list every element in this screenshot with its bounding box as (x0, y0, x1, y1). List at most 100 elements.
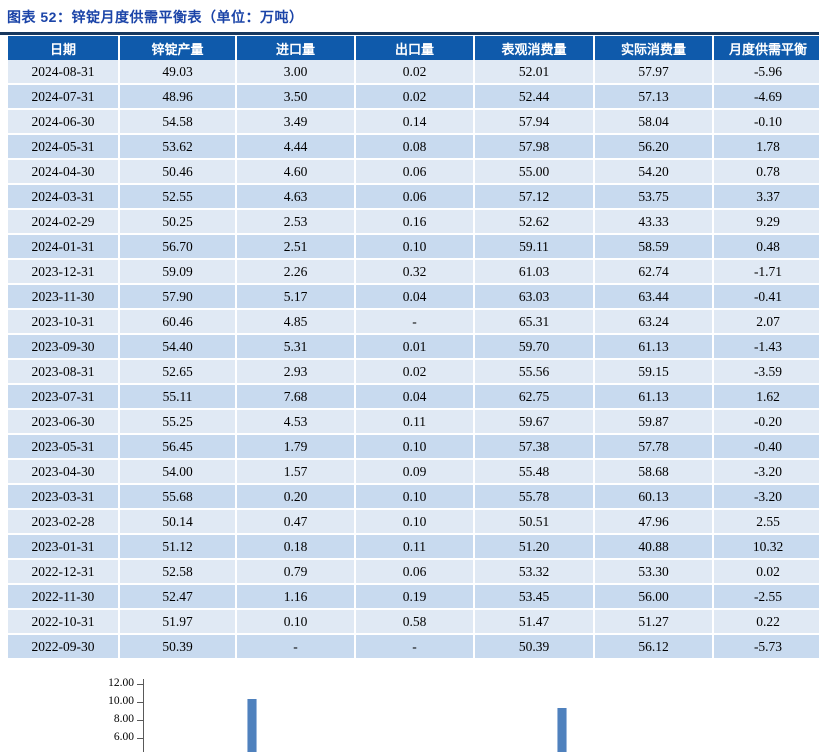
table-cell: 1.78 (713, 134, 819, 160)
table-cell: 53.62 (119, 134, 237, 160)
table-cell: 54.00 (119, 459, 237, 485)
table-cell: 4.85 (236, 309, 356, 335)
table-cell: 57.90 (119, 284, 237, 310)
table-cell: 4.44 (236, 134, 356, 160)
table-cell: 0.04 (355, 284, 475, 310)
table-cell: 2022-09-30 (8, 634, 120, 660)
table-cell: 58.68 (594, 459, 714, 485)
table-cell: -1.71 (713, 259, 819, 285)
table-cell: 0.11 (355, 534, 475, 560)
table-row: 2024-06-30 54.58 3.49 0.14 57.94 58.04 -0.10 (8, 109, 819, 135)
table-cell: 0.78 (713, 159, 819, 185)
table-cell: 53.30 (594, 559, 714, 585)
column-header: 实际消费量 (594, 36, 714, 60)
supply-demand-table: 日期 锌锭产量 进口量 出口量 表观消费量 实际消费量 月度供需平衡 2024-08-31 4… (8, 36, 819, 660)
table-cell: 0.06 (355, 559, 475, 585)
table-cell: 57.94 (474, 109, 595, 135)
table-row: 2023-12-31 59.09 2.26 0.32 61.03 62.74 -1.71 (8, 259, 819, 285)
y-axis-tick (137, 720, 143, 721)
table-cell: 59.67 (474, 409, 595, 435)
table-cell: 0.08 (355, 134, 475, 160)
table-cell: 57.78 (594, 434, 714, 460)
table-cell: 10.32 (713, 534, 819, 560)
table-cell: 57.97 (594, 60, 714, 85)
table-cell: 55.00 (474, 159, 595, 185)
table-cell: 5.31 (236, 334, 356, 360)
table-cell: 2023-01-31 (8, 534, 120, 560)
table-cell: 1.62 (713, 384, 819, 410)
table-row: 2022-09-30 50.39- -50.39 56.12 -5.73 (8, 634, 819, 660)
table-cell: 52.44 (474, 84, 595, 110)
table-cell: 2023-07-31 (8, 384, 120, 410)
table-cell: 54.20 (594, 159, 714, 185)
table-cell: 57.12 (474, 184, 595, 210)
table-row: 2024-01-31 56.70 2.51 0.10 59.11 58.59 0.48 (8, 234, 819, 260)
table-cell: 54.58 (119, 109, 237, 135)
table-cell: 2.07 (713, 309, 819, 335)
table-cell: 61.03 (474, 259, 595, 285)
column-header: 月度供需平衡 (713, 36, 819, 60)
table-cell: 2023-03-31 (8, 484, 120, 510)
table-cell: 2023-05-31 (8, 434, 120, 460)
table-cell: 62.74 (594, 259, 714, 285)
table-cell: 2.55 (713, 509, 819, 535)
table-row: 2023-03-31 55.68 0.20 0.10 55.78 60.13 -3.20 (8, 484, 819, 510)
title-divider (0, 32, 819, 35)
table-cell: 0.10 (355, 509, 475, 535)
table-cell: 60.46 (119, 309, 237, 335)
table-cell: 52.58 (119, 559, 237, 585)
table-cell: 2.93 (236, 359, 356, 385)
table-cell: 0.02 (355, 84, 475, 110)
table-row: 2023-07-31 55.11 7.68 0.04 62.75 61.13 1.62 (8, 384, 819, 410)
table-cell: 2022-11-30 (8, 584, 120, 610)
table-header: 日期 锌锭产量 进口量 出口量 表观消费量 实际消费量 月度供需平衡 (8, 36, 819, 60)
table-cell: 0.14 (355, 109, 475, 135)
table-row: 2024-04-30 50.46 4.60 0.06 55.00 54.20 0.78 (8, 159, 819, 185)
table-cell: - (236, 634, 356, 660)
table-cell: 50.39 (474, 634, 595, 660)
table-cell: 5.17 (236, 284, 356, 310)
table-cell: 0.10 (355, 484, 475, 510)
table-cell: 3.50 (236, 84, 356, 110)
table-cell: 53.75 (594, 184, 714, 210)
table-cell: 59.09 (119, 259, 237, 285)
table-cell: 57.98 (474, 134, 595, 160)
y-axis-label: 8.00 (113, 713, 134, 725)
table-cell: 2024-05-31 (8, 134, 120, 160)
table-cell: 50.46 (119, 159, 237, 185)
table-cell: 56.12 (594, 634, 714, 660)
table-cell: 0.10 (355, 234, 475, 260)
table-cell: 0.18 (236, 534, 356, 560)
table-cell: 0.02 (355, 60, 475, 85)
table-cell: -1.43 (713, 334, 819, 360)
table-cell: 2.26 (236, 259, 356, 285)
table-cell: -0.10 (713, 109, 819, 135)
table-cell: 60.13 (594, 484, 714, 510)
table-cell: 1.79 (236, 434, 356, 460)
table-cell: 50.39 (119, 634, 237, 660)
table-row: 2023-04-30 54.00 1.57 0.09 55.48 58.68 -3.20 (8, 459, 819, 485)
table-cell: -3.59 (713, 359, 819, 385)
y-axis-line (143, 679, 144, 752)
table-cell: 43.33 (594, 209, 714, 235)
table-cell: 2024-01-31 (8, 234, 120, 260)
table-header-row: 日期 锌锭产量 进口量 出口量 表观消费量 实际消费量 月度供需平衡 (8, 36, 819, 60)
table-cell: 2023-06-30 (8, 409, 120, 435)
table-cell: 57.13 (594, 84, 714, 110)
table-cell: 51.97 (119, 609, 237, 635)
table-row: 2024-07-31 48.96 3.50 0.02 52.44 57.13 -4.69 (8, 84, 819, 110)
table-cell: 63.44 (594, 284, 714, 310)
table-cell: 2023-08-31 (8, 359, 120, 385)
table-cell: 58.59 (594, 234, 714, 260)
y-axis-label: 12.00 (108, 677, 134, 689)
table-cell: 2023-12-31 (8, 259, 120, 285)
table-cell: 59.70 (474, 334, 595, 360)
y-axis-tick (137, 738, 143, 739)
table-cell: - (355, 634, 475, 660)
bar (247, 699, 257, 752)
table-cell: 2022-10-31 (8, 609, 120, 635)
table-cell: 49.03 (119, 60, 237, 85)
table-cell: 52.65 (119, 359, 237, 385)
table-row: 2024-05-31 53.62 4.44 0.08 57.98 56.20 1.78 (8, 134, 819, 160)
table-cell: 51.20 (474, 534, 595, 560)
